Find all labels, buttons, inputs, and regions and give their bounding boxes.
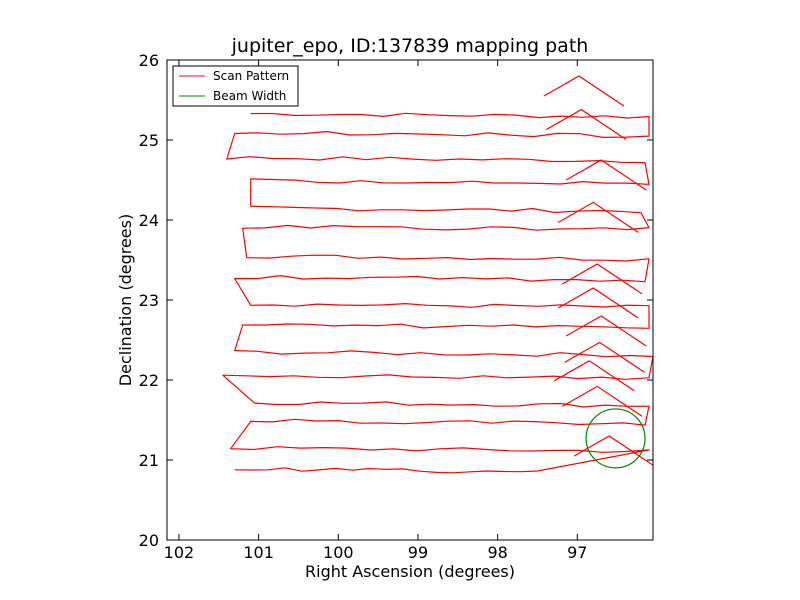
y-tick-label: 20 xyxy=(139,531,159,550)
y-axis-label: Declination (degrees) xyxy=(116,214,135,386)
scan-turnaround xyxy=(561,385,643,417)
y-tick-label: 26 xyxy=(139,51,159,70)
scan-turnaround xyxy=(543,75,625,107)
scan-pattern-line xyxy=(222,112,653,474)
scan-turnaround xyxy=(561,263,643,295)
x-tick-label: 100 xyxy=(323,543,354,562)
beam-width-circle xyxy=(585,408,646,469)
legend-label-beam-width: Beam Width xyxy=(213,89,286,103)
x-tick-label: 102 xyxy=(164,543,195,562)
scan-turnaround xyxy=(565,159,647,191)
x-tick-label: 99 xyxy=(408,543,428,562)
scan-turnaround xyxy=(565,315,647,347)
x-tick-label: 97 xyxy=(567,543,587,562)
scan-turnaround xyxy=(545,108,627,141)
x-tick-label: 98 xyxy=(487,543,507,562)
legend-label-scan-pattern: Scan Pattern xyxy=(213,69,289,83)
scan-turnaround xyxy=(564,341,645,373)
chart-title: jupiter_epo, ID:137839 mapping path xyxy=(231,35,589,57)
x-tick-label: 101 xyxy=(243,543,274,562)
legend: Scan Pattern Beam Width xyxy=(172,65,299,107)
y-tick-label: 25 xyxy=(139,131,159,150)
x-axis-label: Right Ascension (degrees) xyxy=(305,562,515,581)
y-tick-label: 23 xyxy=(139,291,159,310)
y-tick-label: 21 xyxy=(139,451,159,470)
x-axis-ticks: 102 101 100 99 98 97 xyxy=(164,60,587,562)
scan-pattern-series xyxy=(222,75,653,474)
y-tick-label: 22 xyxy=(139,371,159,390)
scan-turnaround xyxy=(557,287,639,319)
plot-area xyxy=(222,75,653,474)
legend-box xyxy=(172,65,299,107)
scan-turnaround xyxy=(553,360,635,392)
y-axis-ticks: 20 21 22 23 24 25 26 xyxy=(139,51,653,550)
y-tick-label: 24 xyxy=(139,211,159,230)
scan-turnaround xyxy=(557,201,639,233)
